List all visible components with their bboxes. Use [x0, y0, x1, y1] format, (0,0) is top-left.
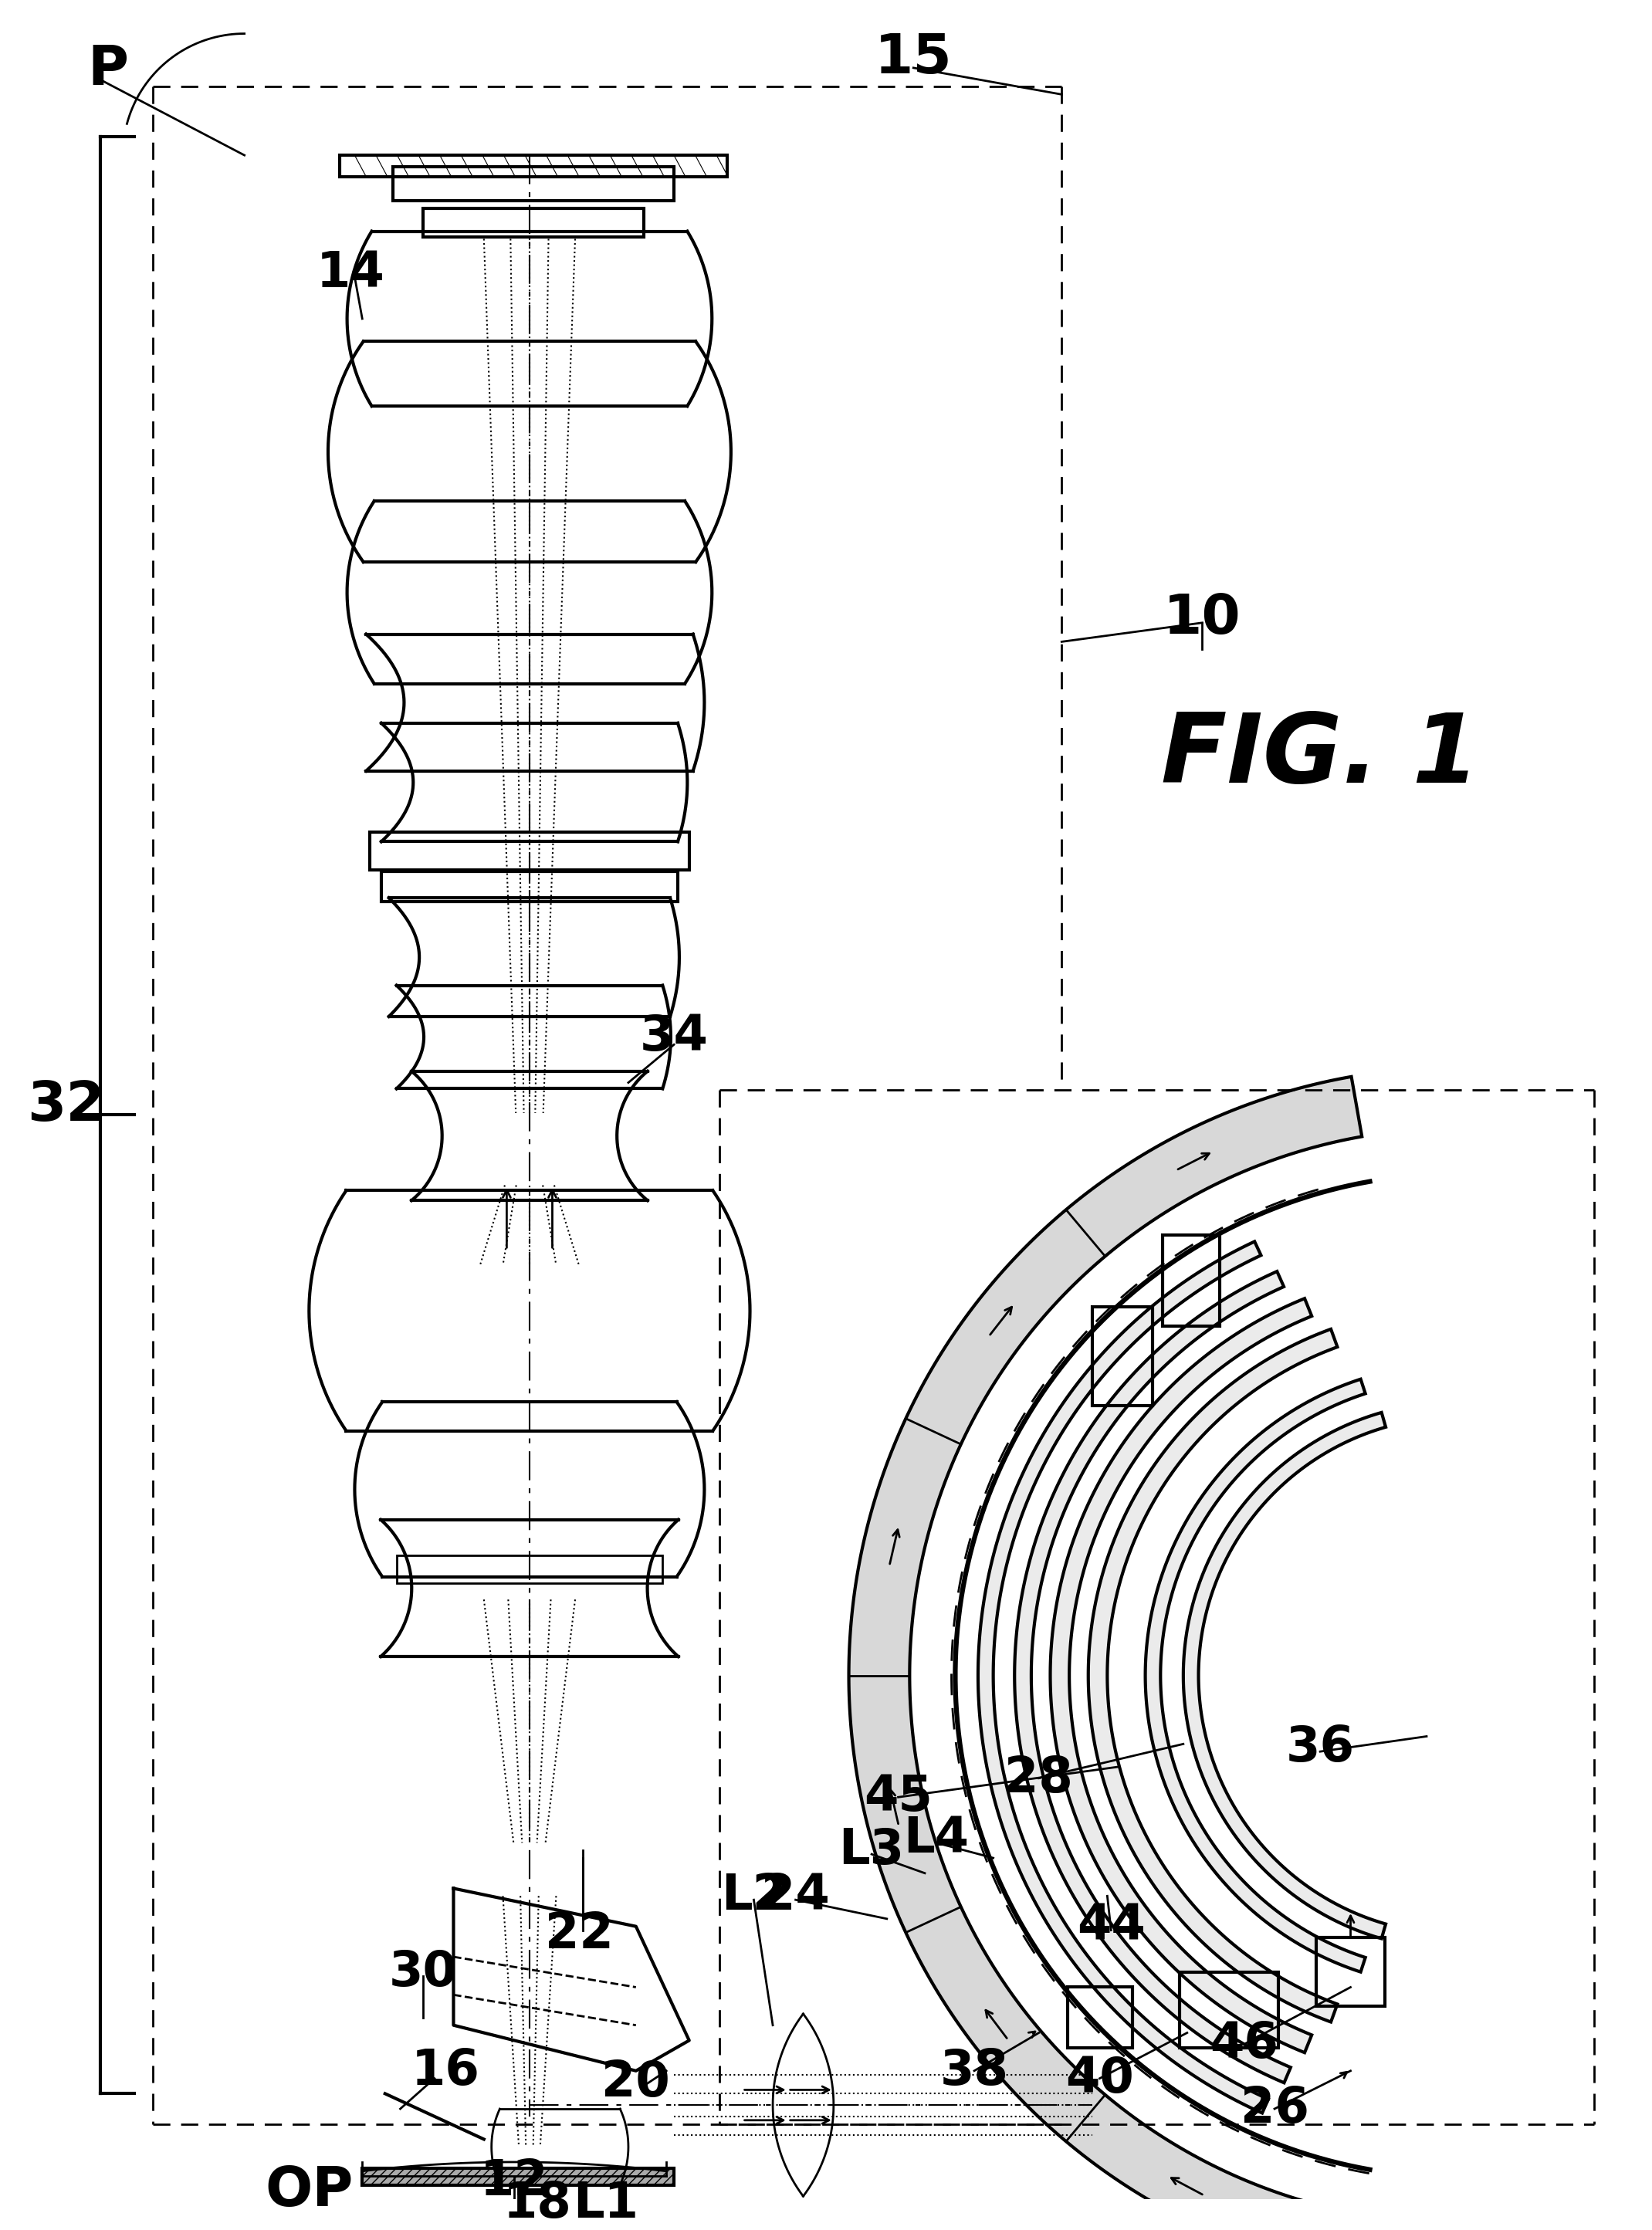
Bar: [1092, 1307, 1153, 1405]
Bar: [423, 207, 644, 236]
Polygon shape: [849, 1077, 1361, 2230]
Bar: [1163, 1235, 1219, 1327]
Bar: [382, 872, 677, 901]
Text: 45: 45: [864, 1773, 932, 1822]
Text: 24: 24: [762, 1871, 829, 1920]
Text: 46: 46: [1209, 2020, 1279, 2067]
Text: 44: 44: [1077, 1902, 1145, 1951]
Bar: [362, 2168, 674, 2185]
Text: P: P: [88, 42, 129, 96]
Text: 15: 15: [874, 31, 952, 85]
Bar: [1067, 1987, 1132, 2047]
Text: L2: L2: [720, 1871, 786, 1920]
Text: 34: 34: [639, 1012, 709, 1061]
Bar: [393, 167, 674, 201]
Bar: [1180, 1971, 1279, 2047]
Polygon shape: [978, 1242, 1269, 2114]
Bar: [370, 832, 689, 870]
Text: L4: L4: [904, 1815, 970, 1862]
Bar: [1317, 1938, 1384, 2007]
Text: L1: L1: [573, 2181, 638, 2228]
Text: 16: 16: [411, 2047, 481, 2094]
Bar: [396, 1557, 662, 1583]
Text: 12: 12: [481, 2156, 548, 2205]
Polygon shape: [1183, 1412, 1386, 1938]
Bar: [362, 2168, 674, 2185]
Text: 10: 10: [1163, 593, 1241, 644]
Polygon shape: [1014, 1271, 1290, 2083]
Text: 26: 26: [1241, 2085, 1308, 2132]
Text: 20: 20: [601, 2058, 671, 2105]
Text: 28: 28: [1004, 1755, 1074, 1802]
Text: OP: OP: [264, 2165, 354, 2217]
Text: 40: 40: [1066, 2054, 1133, 2103]
Text: 22: 22: [545, 1911, 613, 1958]
Text: 30: 30: [388, 1949, 458, 1996]
Polygon shape: [1145, 1378, 1365, 1971]
Text: FIG. 1: FIG. 1: [1161, 709, 1479, 803]
Polygon shape: [1051, 1298, 1312, 2052]
Text: 38: 38: [940, 2047, 1009, 2094]
Bar: [339, 156, 727, 176]
Text: 32: 32: [26, 1079, 104, 1133]
Text: 14: 14: [317, 250, 385, 297]
Text: L3: L3: [839, 1826, 904, 1873]
Text: 36: 36: [1285, 1724, 1355, 1771]
Polygon shape: [1089, 1329, 1338, 2023]
Text: 18: 18: [502, 2181, 572, 2228]
